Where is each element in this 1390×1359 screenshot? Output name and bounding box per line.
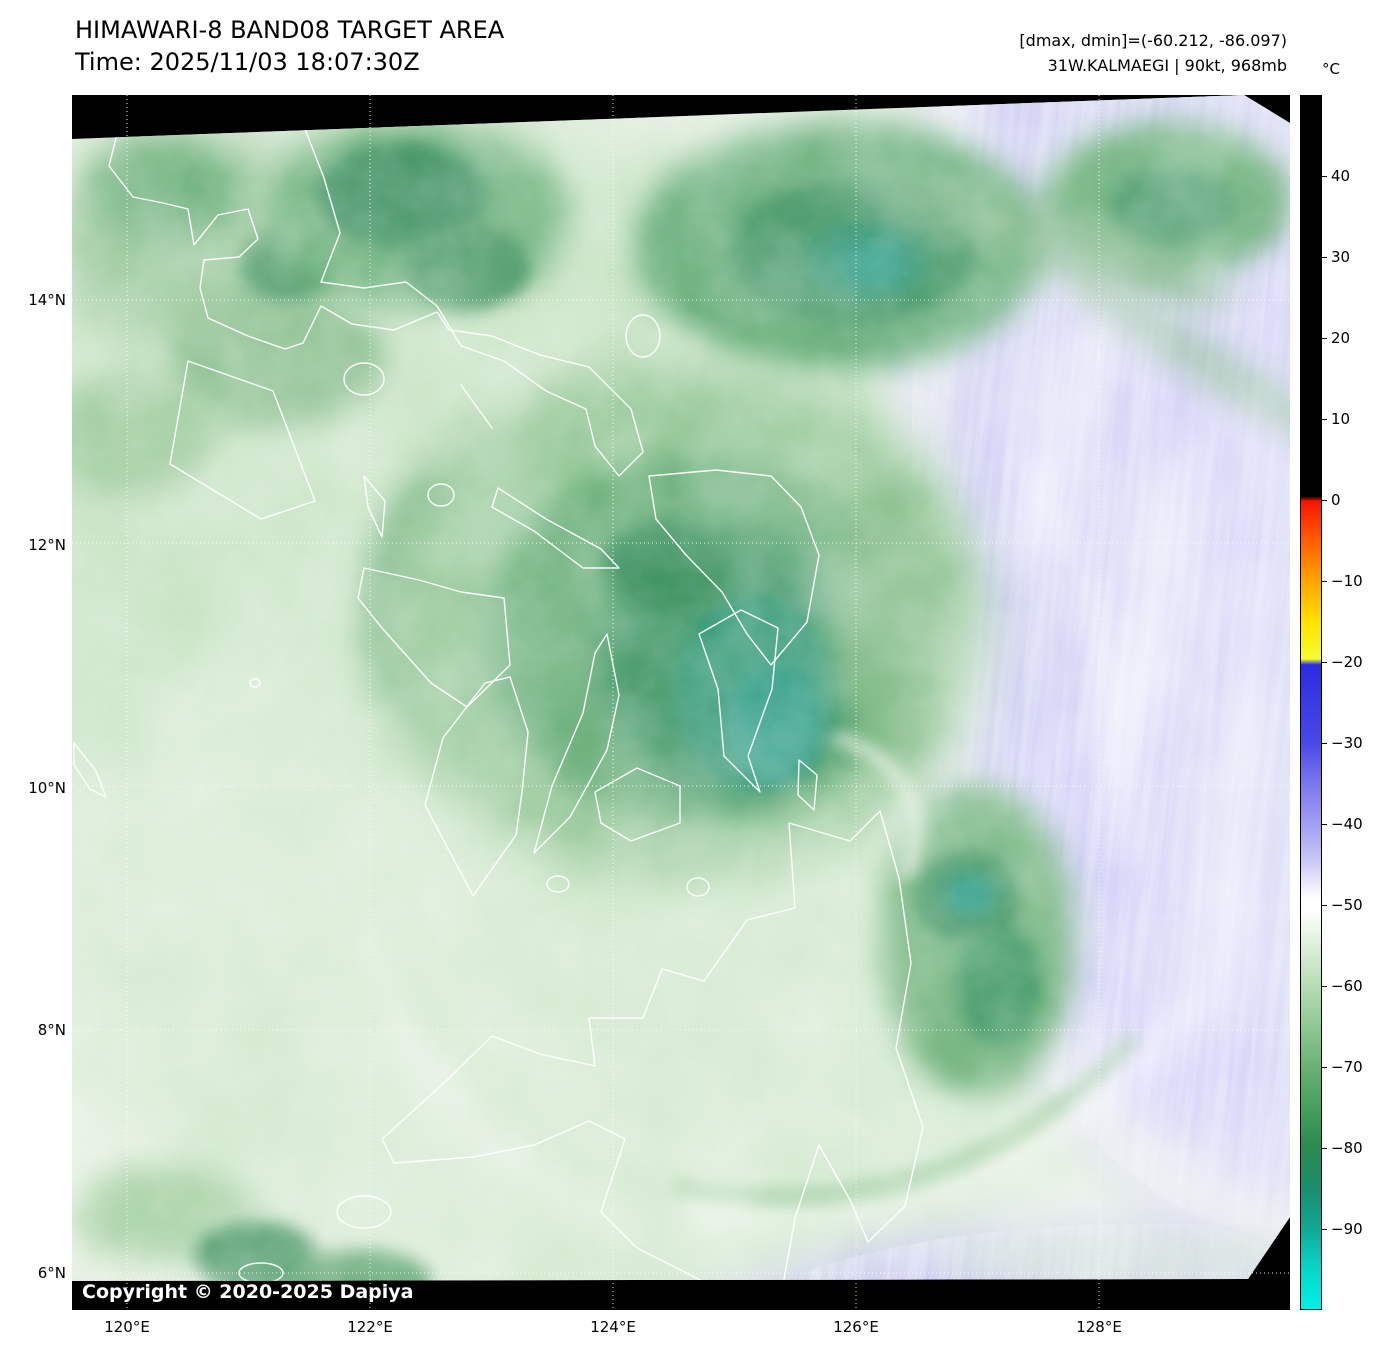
graticule xyxy=(72,95,1290,1310)
colorbar-tick-m60: −60 xyxy=(1322,977,1363,995)
colorbar-tickmark xyxy=(1322,661,1327,663)
coast-siquijor xyxy=(546,875,570,893)
colorbar-tick-label: −80 xyxy=(1331,1139,1363,1157)
colorbar-tick-40: 40 xyxy=(1322,167,1350,185)
lat-tick-14n: 14°N xyxy=(28,291,66,309)
colorbar-tickmark xyxy=(1322,499,1327,501)
coast-masbate xyxy=(491,487,620,569)
lon-tick-128e: 128°E xyxy=(1076,1318,1122,1336)
colorbar-tick-label: 0 xyxy=(1331,491,1341,509)
colorbar-tick-m40: −40 xyxy=(1322,815,1363,833)
lon-tick-126e: 126°E xyxy=(833,1318,879,1336)
lon-tick-124e: 124°E xyxy=(590,1318,636,1336)
colorbar-tick-label: −70 xyxy=(1331,1058,1363,1076)
colorbar-tick-label: −10 xyxy=(1331,572,1363,590)
colorbar-tickmark xyxy=(1322,823,1327,825)
colorbar-tickmark xyxy=(1322,418,1327,420)
colorbar-unit-label: °C xyxy=(1322,60,1340,78)
colorbar-tickmark xyxy=(1322,742,1327,744)
colorbar-tick-20: 20 xyxy=(1322,329,1350,347)
coast-negros xyxy=(424,676,529,897)
map-plot: Copyright © 2020-2025 Dapiya xyxy=(72,95,1290,1310)
colorbar-tick-label: −60 xyxy=(1331,977,1363,995)
colorbar-tick-m10: −10 xyxy=(1322,572,1363,590)
lat-tick-6n: 6°N xyxy=(37,1264,66,1282)
colorbar-tick-30: 30 xyxy=(1322,248,1350,266)
coast-cuyo xyxy=(249,678,261,688)
colorbar-tick-label: 30 xyxy=(1331,248,1351,266)
colorbar-tick-0: 0 xyxy=(1322,491,1341,509)
coast-luzon xyxy=(108,117,644,477)
colorbar-tickmark xyxy=(1322,256,1327,258)
coast-leyte xyxy=(698,609,779,793)
coast-catanduanes xyxy=(625,314,661,358)
colorbar-tick-m90: −90 xyxy=(1322,1220,1363,1238)
colorbar-tickmark xyxy=(1322,904,1327,906)
lat-tick-12n: 12°N xyxy=(28,536,66,554)
coast-panay xyxy=(357,567,511,708)
coast-mindoro xyxy=(169,360,316,520)
header-info: [dmax, dmin]=(-60.212, -86.097) 31W.KALM… xyxy=(1019,28,1287,78)
storm-readout: 31W.KALMAEGI | 90kt, 968mb xyxy=(1047,56,1287,75)
colorbar-tick-label: −40 xyxy=(1331,815,1363,833)
coast-dinagat xyxy=(797,759,818,811)
colorbar-tickmark xyxy=(1322,337,1327,339)
colorbar-tickmark xyxy=(1322,580,1327,582)
coast-sibuyan xyxy=(427,483,455,507)
coast-mindanao xyxy=(381,810,924,1281)
copyright-note: Copyright © 2020-2025 Dapiya xyxy=(82,1281,414,1303)
colorbar-tick-m80: −80 xyxy=(1322,1139,1363,1157)
satellite-imagery xyxy=(72,95,1290,1281)
colorbar-tickmark xyxy=(1322,175,1327,177)
colorbar xyxy=(1300,95,1322,1310)
satellite-image xyxy=(72,95,1290,1310)
coast-basilan xyxy=(336,1195,392,1229)
colorbar-tick-label: −30 xyxy=(1331,734,1363,752)
colorbar-tickmark xyxy=(1322,985,1327,987)
colorbar-tick-m50: −50 xyxy=(1322,896,1363,914)
coast-samar xyxy=(648,469,820,666)
coast-burias xyxy=(460,384,493,429)
colorbar-tick-label: −50 xyxy=(1331,896,1363,914)
lat-tick-10n: 10°N xyxy=(28,779,66,797)
colorbar-tick-m70: −70 xyxy=(1322,1058,1363,1076)
lon-tick-120e: 120°E xyxy=(104,1318,150,1336)
coast-marinduque xyxy=(343,362,385,396)
colorbar-tick-label: 10 xyxy=(1331,410,1351,428)
lat-tick-8n: 8°N xyxy=(37,1021,66,1039)
colorbar-tick-m30: −30 xyxy=(1322,734,1363,752)
colorbar-tickmark xyxy=(1322,1228,1327,1230)
colorbar-tick-label: 40 xyxy=(1331,167,1351,185)
dmax-dmin-readout: [dmax, dmin]=(-60.212, -86.097) xyxy=(1019,31,1287,50)
coast-tablas xyxy=(363,475,386,538)
coast-cebu xyxy=(533,633,620,854)
coast-bohol xyxy=(594,767,681,842)
figure-title: HIMAWARI-8 BAND08 TARGET AREA xyxy=(75,16,505,44)
lon-tick-122e: 122°E xyxy=(347,1318,393,1336)
coast-jolo xyxy=(238,1262,284,1281)
colorbar-tick-m20: −20 xyxy=(1322,653,1363,671)
figure-timestamp: Time: 2025/11/03 18:07:30Z xyxy=(75,48,420,76)
colorbar-tick-10: 10 xyxy=(1322,410,1350,428)
colorbar-tickmark xyxy=(1322,1066,1327,1068)
coast-camiguin xyxy=(686,877,710,897)
coast-palawan-tip xyxy=(73,742,107,798)
colorbar-tick-label: 20 xyxy=(1331,329,1351,347)
colorbar-tick-label: −20 xyxy=(1331,653,1363,671)
colorbar-tickmark xyxy=(1322,1147,1327,1149)
coastlines xyxy=(73,117,924,1281)
colorbar-tick-label: −90 xyxy=(1331,1220,1363,1238)
